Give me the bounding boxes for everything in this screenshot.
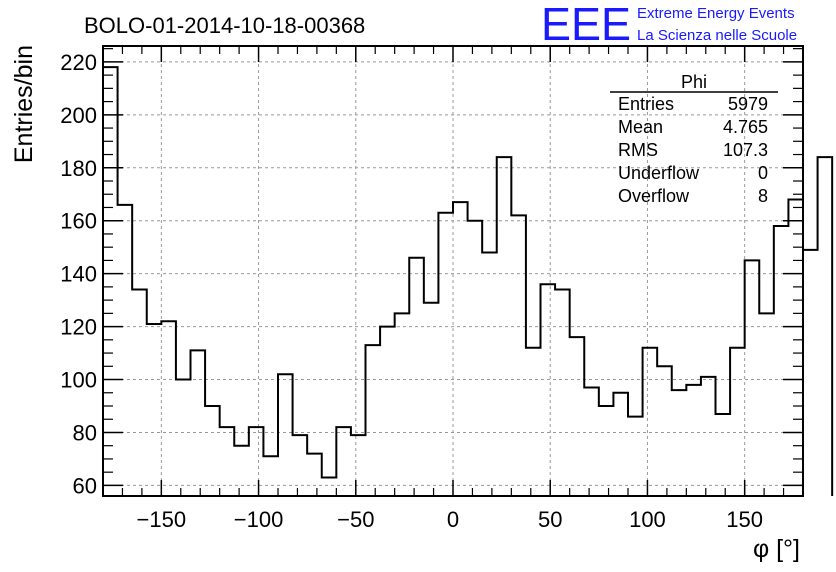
y-tick-label: 60 <box>73 473 97 498</box>
stats-value-overflow: 8 <box>758 186 768 206</box>
eee-logo: EEE <box>541 0 631 50</box>
axis-tick-labels: −150 −100 −50 0 50 100 150 60 80 100 120 140 160 180 2… <box>60 50 763 532</box>
plot-frame <box>102 45 804 497</box>
histogram-series <box>102 66 834 496</box>
stats-value-mean: 4.765 <box>723 117 768 137</box>
x-tick-label: 50 <box>538 507 562 532</box>
logo-subtitle-line1: Extreme Energy Events <box>637 5 795 22</box>
axis-ticks <box>102 46 804 496</box>
y-tick-label: 220 <box>60 50 97 75</box>
x-tick-label: 0 <box>447 507 459 532</box>
stats-label-mean: Mean <box>618 117 663 137</box>
x-tick-label: −100 <box>234 507 284 532</box>
y-tick-label: 200 <box>60 103 97 128</box>
x-tick-label: 150 <box>726 507 763 532</box>
y-axis-label: Entries/bin <box>10 45 38 163</box>
y-tick-label: 180 <box>60 156 97 181</box>
stats-label-rms: RMS <box>618 140 658 160</box>
y-tick-label: 120 <box>60 315 97 340</box>
stats-value-entries: 5979 <box>728 94 768 114</box>
stats-label-entries: Entries <box>618 94 674 114</box>
stats-label-underflow: Underflow <box>618 163 700 183</box>
x-tick-label: −50 <box>337 507 374 532</box>
stats-box: Phi Entries 5979 Mean 4.765 RMS 107.3 Un… <box>610 72 778 206</box>
stats-title: Phi <box>681 72 707 92</box>
stats-value-underflow: 0 <box>758 163 768 183</box>
y-tick-label: 100 <box>60 368 97 393</box>
y-tick-label: 140 <box>60 262 97 287</box>
x-axis-label: φ [°] <box>753 535 800 563</box>
x-tick-label: 100 <box>629 507 666 532</box>
x-tick-label: −150 <box>137 507 187 532</box>
grid-lines <box>103 46 803 496</box>
logo-subtitle-line2: La Scienza nelle Scuole <box>637 27 797 44</box>
stats-value-rms: 107.3 <box>723 140 768 160</box>
stats-label-overflow: Overflow <box>618 186 690 206</box>
y-tick-label: 160 <box>60 209 97 234</box>
y-tick-label: 80 <box>73 420 97 445</box>
chart-title: BOLO-01-2014-10-18-00368 <box>84 13 365 38</box>
